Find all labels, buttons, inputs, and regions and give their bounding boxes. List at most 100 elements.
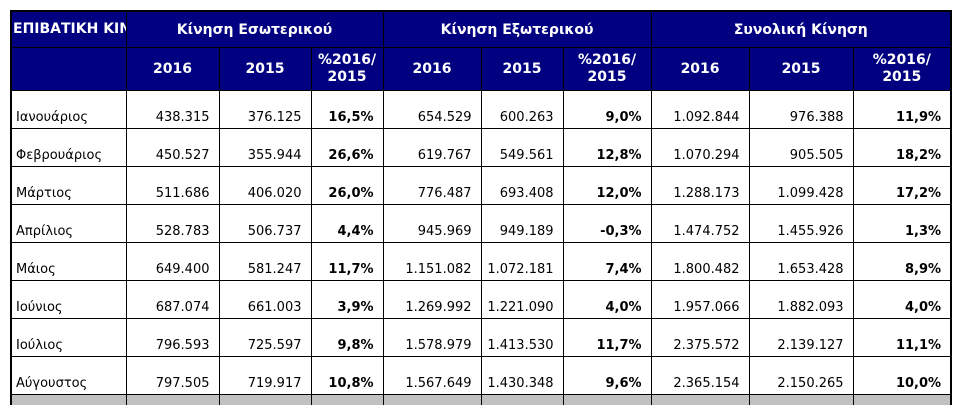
table-cell: 2.365.154 (650, 356, 750, 395)
table-cell: 719.917 (218, 356, 312, 395)
table-cell: 511.686 (125, 166, 220, 205)
total-cell: 9,5% (852, 394, 952, 405)
table-cell: 1.430.348 (480, 356, 564, 395)
table-cell: 9,8% (310, 318, 384, 357)
table-cell: 649.400 (125, 242, 220, 281)
table-cell: 687.074 (125, 280, 220, 319)
table-cell: 9,0% (562, 90, 652, 129)
table-cell: 4,0% (562, 280, 652, 319)
table-cell: 1.882.093 (748, 280, 854, 319)
table-cell: 1.092.844 (650, 90, 750, 129)
table-cell: 1.474.752 (650, 204, 750, 243)
col-header-domestic-pct: %2016/ 2015 (310, 47, 384, 91)
table-row: Φεβρουάριος 450.527 355.944 26,6% 619.767 549… (10, 128, 952, 167)
table-row: Ιούλιος 796.593 725.597 9,8% 1.578.979 1.413.… (10, 318, 952, 357)
corner-empty-cell (10, 47, 127, 91)
row-label: Φεβρουάριος (10, 128, 127, 167)
table-cell: 2.150.265 (748, 356, 854, 395)
total-cell: 4.859.883 (125, 394, 220, 405)
table-body: Ιανουάριος 438.315 376.125 16,5% 654.529 600.… (10, 90, 952, 395)
row-label: Ιούνιος (10, 280, 127, 319)
table-cell: 17,2% (852, 166, 952, 205)
total-cell: 8.564.454 (382, 394, 482, 405)
table-cell: 581.247 (218, 242, 312, 281)
table-cell: 376.125 (218, 90, 312, 129)
table-cell: 4,4% (310, 204, 384, 243)
table-cell: 1.800.482 (650, 242, 750, 281)
col-header-total-2016: 2016 (650, 47, 750, 91)
group-header-total: Συνολική Κίνηση (650, 10, 952, 48)
table-cell: 506.737 (218, 204, 312, 243)
row-label: Ιούλιος (10, 318, 127, 357)
table-header: ΕΠΙΒΑΤΙΚΗ ΚΙΝΗΣΗ Κίνηση Εσωτερικού Κίνησ… (10, 10, 952, 91)
table-cell: 693.408 (480, 166, 564, 205)
table-cell: 654.529 (382, 90, 482, 129)
table-cell: 796.593 (125, 318, 220, 357)
table-cell: 1.567.649 (382, 356, 482, 395)
col-header-international-pct: %2016/ 2015 (562, 47, 652, 91)
table-cell: 1.288.173 (650, 166, 750, 205)
row-label: Μάιος (10, 242, 127, 281)
table-row: Αύγουστος 797.505 719.917 10,8% 1.567.649 1.4… (10, 356, 952, 395)
table-cell: 18,2% (852, 128, 952, 167)
table-cell: 11,9% (852, 90, 952, 129)
header-year-row: 2016 2015 %2016/ 2015 2016 2015 %2016/ 2… (10, 47, 952, 91)
table-cell: 976.388 (748, 90, 854, 129)
table-cell: 797.505 (125, 356, 220, 395)
table-cell: 10,0% (852, 356, 952, 395)
table-cell: 945.969 (382, 204, 482, 243)
total-cell: 13.424.337 (650, 394, 750, 405)
table-cell: 661.003 (218, 280, 312, 319)
table-cell: 26,0% (310, 166, 384, 205)
table-cell: 1,3% (852, 204, 952, 243)
table-cell: 355.944 (218, 128, 312, 167)
table-row: Ιανουάριος 438.315 376.125 16,5% 654.529 600.… (10, 90, 952, 129)
table-cell: 1.957.066 (650, 280, 750, 319)
table-cell: 11,7% (562, 318, 652, 357)
group-header-international: Κίνηση Εξωτερικού (382, 10, 652, 48)
col-header-domestic-2016: 2016 (125, 47, 220, 91)
col-header-total-2015: 2015 (748, 47, 854, 91)
total-cell: 4.332.590 (218, 394, 312, 405)
row-label: Απρίλιος (10, 204, 127, 243)
table-cell: 4,0% (852, 280, 952, 319)
row-label: Αύγουστος (10, 356, 127, 395)
passenger-traffic-table: ΕΠΙΒΑΤΙΚΗ ΚΙΝΗΣΗ Κίνηση Εσωτερικού Κίνησ… (10, 10, 953, 405)
table-cell: 905.505 (748, 128, 854, 167)
total-cell: 8,0% (562, 394, 652, 405)
corner-header: ΕΠΙΒΑΤΙΚΗ ΚΙΝΗΣΗ (10, 10, 127, 48)
table-row: Απρίλιος 528.783 506.737 4,4% 945.969 949.189… (10, 204, 952, 243)
table-cell: 549.561 (480, 128, 564, 167)
table-cell: -0,3% (562, 204, 652, 243)
table-cell: 619.767 (382, 128, 482, 167)
total-row: Σύνολο 4.859.883 4.332.590 12,2% 8.564.4… (10, 394, 952, 405)
group-header-domestic: Κίνηση Εσωτερικού (125, 10, 384, 48)
table-cell: 450.527 (125, 128, 220, 167)
table-cell: 12,0% (562, 166, 652, 205)
total-row-label: Σύνολο (10, 394, 127, 405)
table-cell: 776.487 (382, 166, 482, 205)
table-cell: 10,8% (310, 356, 384, 395)
col-header-total-pct: %2016/ 2015 (852, 47, 952, 91)
table-cell: 9,6% (562, 356, 652, 395)
table-row: Μάρτιος 511.686 406.020 26,0% 776.487 693.408… (10, 166, 952, 205)
table-cell: 1.099.428 (748, 166, 854, 205)
table-row: Ιούνιος 687.074 661.003 3,9% 1.269.992 1.221.… (10, 280, 952, 319)
table-cell: 725.597 (218, 318, 312, 357)
table-cell: 1.151.082 (382, 242, 482, 281)
table-cell: 1.269.992 (382, 280, 482, 319)
table-footer: Σύνολο 4.859.883 4.332.590 12,2% 8.564.4… (10, 394, 952, 405)
table-row: Μάιος 649.400 581.247 11,7% 1.151.082 1.072.1… (10, 242, 952, 281)
total-cell: 7.929.570 (480, 394, 564, 405)
table-cell: 1.413.530 (480, 318, 564, 357)
col-header-international-2016: 2016 (382, 47, 482, 91)
table-cell: 7,4% (562, 242, 652, 281)
col-header-domestic-2015: 2015 (218, 47, 312, 91)
total-cell: 12.262.160 (748, 394, 854, 405)
table-cell: 26,6% (310, 128, 384, 167)
table-cell: 1.455.926 (748, 204, 854, 243)
table-cell: 1.070.294 (650, 128, 750, 167)
table-cell: 949.189 (480, 204, 564, 243)
table-cell: 1.072.181 (480, 242, 564, 281)
